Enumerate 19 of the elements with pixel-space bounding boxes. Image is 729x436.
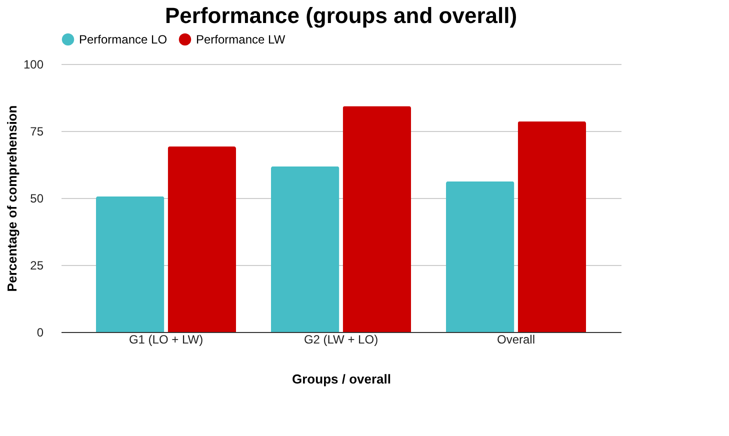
y-axis-title: Percentage of comprehension (4, 105, 20, 292)
bar (168, 146, 236, 332)
bar (342, 106, 411, 332)
y-tick-label: 100 (23, 58, 44, 72)
y-tick-label: 50 (30, 192, 44, 206)
bar (96, 196, 164, 332)
y-tick-label: 25 (30, 258, 44, 272)
legend-label: Performance LW (196, 32, 286, 46)
x-tick-label: G1 (LO + LW) (128, 332, 204, 346)
bar (518, 121, 586, 332)
bar (271, 166, 340, 332)
bar (446, 181, 514, 332)
x-tick-label: Overall (496, 332, 536, 346)
y-tick-label: 0 (36, 326, 44, 340)
y-tick-label: 75 (30, 124, 44, 138)
x-axis-title: Groups / overall (292, 372, 391, 386)
chart-title: Performance (groups and overall) (164, 3, 518, 28)
x-tick-label: G2 (LW + LO) (304, 332, 378, 346)
legend-label: Performance LO (79, 32, 168, 46)
